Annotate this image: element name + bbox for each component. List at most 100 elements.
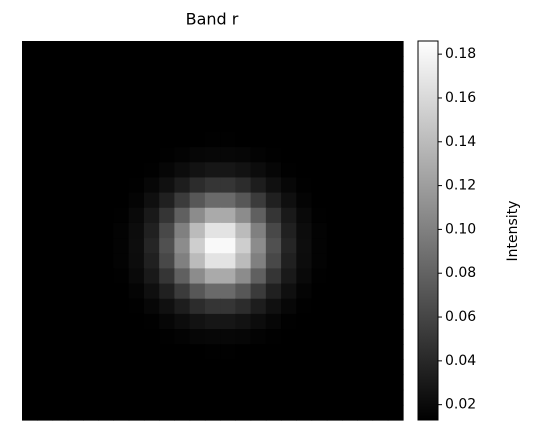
heatmap-cell	[265, 207, 282, 224]
heatmap-cell	[220, 253, 236, 269]
heatmap-cell	[37, 71, 54, 88]
heatmap-cell	[250, 86, 267, 103]
heatmap-cell	[372, 238, 389, 254]
heatmap-cell	[174, 207, 191, 224]
heatmap-cell	[281, 404, 297, 421]
heatmap-cell	[189, 359, 206, 376]
heatmap-cell	[372, 162, 389, 179]
heatmap-cell	[311, 147, 328, 163]
heatmap-cell	[98, 298, 115, 315]
heatmap-cell	[52, 71, 69, 88]
heatmap-cell	[22, 238, 38, 254]
colorbar-label: Intensity	[505, 201, 521, 262]
heatmap-cell	[82, 86, 99, 103]
heatmap-cell	[82, 268, 99, 285]
heatmap-cell	[387, 131, 404, 148]
heatmap-cell	[98, 344, 115, 360]
heatmap-cell	[174, 116, 191, 133]
heatmap-cell	[372, 147, 389, 163]
heatmap-cell	[311, 298, 328, 315]
heatmap-cell	[342, 207, 358, 224]
heatmap-cell	[98, 162, 115, 179]
heatmap-cell	[82, 298, 99, 315]
heatmap-cell	[67, 238, 84, 254]
heatmap-cell	[281, 359, 297, 376]
heatmap-cell	[128, 238, 145, 254]
heatmap-cell	[143, 298, 160, 315]
heatmap-cell	[326, 162, 343, 179]
heatmap-cell	[220, 268, 236, 285]
heatmap-cell	[265, 344, 282, 360]
heatmap-cell	[311, 222, 328, 239]
heatmap-cell	[342, 359, 358, 376]
heatmap-cell	[113, 207, 130, 224]
heatmap-cell	[159, 41, 175, 57]
heatmap-cell	[281, 238, 297, 254]
heatmap-cell	[159, 268, 175, 285]
heatmap-cell	[159, 162, 175, 179]
heatmap-cell	[113, 116, 130, 133]
heatmap-cell	[113, 177, 130, 194]
heatmap-cell	[372, 298, 389, 315]
heatmap-cell	[296, 86, 313, 103]
heatmap-cell	[387, 116, 404, 133]
heatmap-cell	[67, 389, 84, 406]
heatmap-cell	[220, 283, 236, 300]
heatmap-cell	[281, 389, 297, 406]
heatmap-cell	[220, 374, 236, 391]
heatmap-cell	[174, 268, 191, 285]
heatmap-cell	[342, 86, 358, 103]
heatmap-cell	[143, 116, 160, 133]
heatmap-cell	[372, 192, 389, 209]
heatmap-cell	[113, 389, 130, 406]
heatmap-cell	[113, 253, 130, 269]
heatmap-cell	[326, 56, 343, 72]
heatmap-cell	[67, 344, 84, 360]
heatmap-cell	[67, 116, 84, 133]
heatmap-cell	[37, 268, 54, 285]
heatmap-cell	[98, 268, 115, 285]
heatmap-cell	[326, 344, 343, 360]
heatmap-cell	[220, 238, 236, 254]
heatmap-cell	[281, 268, 297, 285]
heatmap-cell	[98, 329, 115, 345]
heatmap-cell	[326, 177, 343, 194]
heatmap-cell	[22, 344, 38, 360]
heatmap-cell	[296, 404, 313, 421]
heatmap-cell	[159, 374, 175, 391]
heatmap-cell	[326, 71, 343, 88]
heatmap-cell	[82, 101, 99, 118]
heatmap-cell	[357, 313, 374, 330]
heatmap-cell	[143, 86, 160, 103]
heatmap-cell	[82, 238, 99, 254]
heatmap-cell	[281, 131, 297, 148]
heatmap-cell	[98, 253, 115, 269]
heatmap-cell	[174, 192, 191, 209]
heatmap-cell	[143, 177, 160, 194]
heatmap-cell	[250, 177, 267, 194]
heatmap-cell	[326, 147, 343, 163]
heatmap-cell	[52, 56, 69, 72]
heatmap-cell	[326, 131, 343, 148]
heatmap-cell	[250, 131, 267, 148]
heatmap-cell	[143, 222, 160, 239]
heatmap-cell	[250, 238, 267, 254]
heatmap-cell	[250, 253, 267, 269]
heatmap-cell	[235, 283, 252, 300]
heatmap-cell	[387, 253, 404, 269]
heatmap-cell	[174, 222, 191, 239]
heatmap-cell	[357, 41, 374, 57]
heatmap-cell	[37, 313, 54, 330]
heatmap-cell	[67, 298, 84, 315]
heatmap-cell	[326, 283, 343, 300]
heatmap-cell	[357, 147, 374, 163]
heatmap-cell	[296, 147, 313, 163]
heatmap-cell	[311, 56, 328, 72]
heatmap-cell	[372, 131, 389, 148]
heatmap-cell	[265, 162, 282, 179]
heatmap-cell	[128, 162, 145, 179]
heatmap-cell	[67, 71, 84, 88]
heatmap-cell	[159, 344, 175, 360]
heatmap-cell	[235, 207, 252, 224]
heatmap-cell	[22, 374, 38, 391]
